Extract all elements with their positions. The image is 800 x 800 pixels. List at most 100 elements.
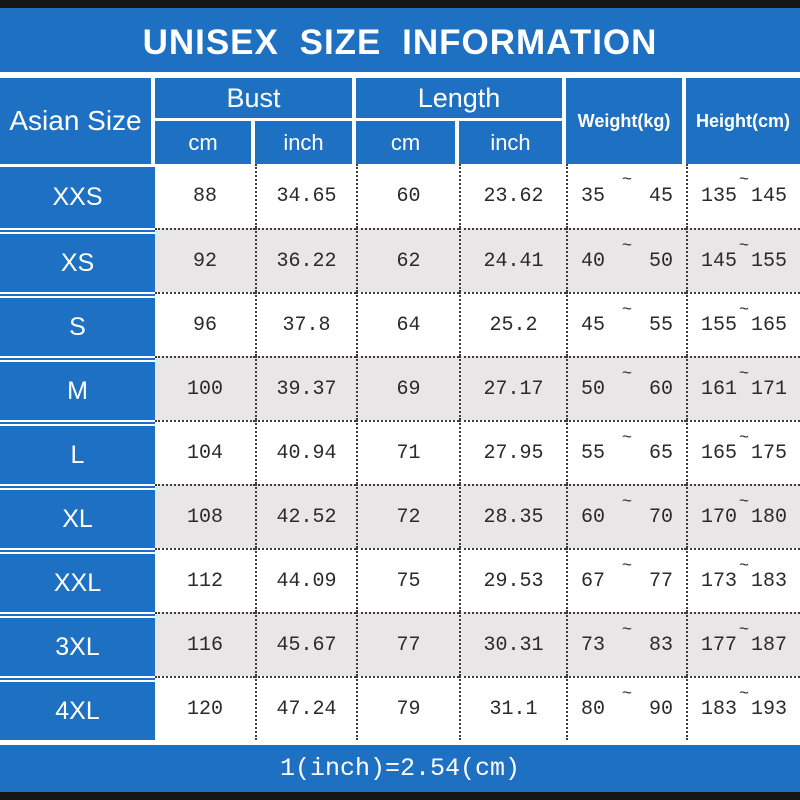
range-separator: ~ bbox=[738, 237, 750, 256]
table-body: XXS 88 34.65 60 23.62 35 ~45 135 ~145 XS 92 36.22 62… bbox=[0, 164, 800, 740]
range-min: 40 bbox=[581, 249, 606, 273]
length-inch-value: 28.35 bbox=[459, 484, 566, 548]
range-separator: ~ bbox=[621, 237, 633, 256]
range-min: 155 bbox=[701, 313, 738, 337]
column-header-height: Height(cm) bbox=[686, 78, 800, 164]
range-separator: ~ bbox=[621, 429, 633, 448]
range-separator: ~ bbox=[621, 493, 633, 512]
range-separator: ~ bbox=[621, 685, 633, 704]
bottom-border-bar bbox=[0, 792, 800, 800]
length-cm-value: 60 bbox=[356, 164, 459, 228]
weight-range: 67 ~77 bbox=[566, 548, 686, 612]
length-inch-value: 27.17 bbox=[459, 356, 566, 420]
range-max: 60 bbox=[648, 377, 673, 401]
title-band: UNISEX SIZE INFORMATION bbox=[0, 8, 800, 72]
range-max: 155 bbox=[750, 249, 787, 273]
range-max: 77 bbox=[648, 569, 673, 593]
bust-inch-value: 36.22 bbox=[255, 228, 356, 292]
bust-cm-value: 88 bbox=[155, 164, 255, 228]
range-min: 177 bbox=[701, 633, 738, 657]
table-row: XS 92 36.22 62 24.41 40 ~50 145 ~155 bbox=[0, 228, 800, 292]
length-cm-value: 75 bbox=[356, 548, 459, 612]
size-label: 4XL bbox=[0, 676, 155, 740]
range-max: 145 bbox=[750, 184, 787, 208]
height-range: 177 ~187 bbox=[686, 612, 800, 676]
range-separator: ~ bbox=[738, 429, 750, 448]
bust-inch-value: 44.09 bbox=[255, 548, 356, 612]
length-inch-value: 25.2 bbox=[459, 292, 566, 356]
range-max: 65 bbox=[648, 441, 673, 465]
subheader-length-inch: inch bbox=[459, 121, 566, 164]
length-inch-value: 27.95 bbox=[459, 420, 566, 484]
bust-cm-value: 100 bbox=[155, 356, 255, 420]
height-range: 183 ~193 bbox=[686, 676, 800, 740]
range-max: 55 bbox=[648, 313, 673, 337]
range-min: 45 bbox=[581, 313, 606, 337]
table-row: L 104 40.94 71 27.95 55 ~65 165 ~175 bbox=[0, 420, 800, 484]
range-separator: ~ bbox=[738, 621, 750, 640]
range-separator: ~ bbox=[738, 685, 750, 704]
range-separator: ~ bbox=[738, 365, 750, 384]
bust-cm-value: 96 bbox=[155, 292, 255, 356]
footer-divider bbox=[0, 740, 800, 745]
subheader-bust-cm: cm bbox=[155, 121, 255, 164]
bust-inch-value: 45.67 bbox=[255, 612, 356, 676]
range-separator: ~ bbox=[621, 301, 633, 320]
weight-range: 60 ~70 bbox=[566, 484, 686, 548]
range-max: 183 bbox=[750, 569, 787, 593]
range-min: 173 bbox=[701, 569, 738, 593]
length-cm-value: 72 bbox=[356, 484, 459, 548]
range-max: 90 bbox=[648, 697, 673, 721]
height-range: 165 ~175 bbox=[686, 420, 800, 484]
range-min: 35 bbox=[581, 184, 606, 208]
length-cm-value: 64 bbox=[356, 292, 459, 356]
subheader-bust-inch: inch bbox=[255, 121, 356, 164]
range-separator: ~ bbox=[738, 557, 750, 576]
height-range: 145 ~155 bbox=[686, 228, 800, 292]
bust-inch-value: 42.52 bbox=[255, 484, 356, 548]
range-separator: ~ bbox=[621, 171, 633, 190]
range-min: 73 bbox=[581, 633, 606, 657]
range-min: 183 bbox=[701, 697, 738, 721]
weight-range: 40 ~50 bbox=[566, 228, 686, 292]
column-header-asian-size: Asian Size bbox=[0, 78, 155, 164]
range-min: 60 bbox=[581, 505, 606, 529]
range-max: 175 bbox=[750, 441, 787, 465]
range-min: 67 bbox=[581, 569, 606, 593]
length-cm-value: 62 bbox=[356, 228, 459, 292]
bust-inch-value: 37.8 bbox=[255, 292, 356, 356]
weight-range: 35 ~45 bbox=[566, 164, 686, 228]
length-inch-value: 24.41 bbox=[459, 228, 566, 292]
range-max: 50 bbox=[648, 249, 673, 273]
title-divider bbox=[0, 72, 800, 78]
size-label: S bbox=[0, 292, 155, 356]
range-min: 161 bbox=[701, 377, 738, 401]
table-header: Asian Size Bust Length Weight(kg) Height… bbox=[0, 78, 800, 164]
range-min: 170 bbox=[701, 505, 738, 529]
range-separator: ~ bbox=[738, 171, 750, 190]
size-label: M bbox=[0, 356, 155, 420]
table-row: XXS 88 34.65 60 23.62 35 ~45 135 ~145 bbox=[0, 164, 800, 228]
length-inch-value: 23.62 bbox=[459, 164, 566, 228]
size-label: L bbox=[0, 420, 155, 484]
size-label: XS bbox=[0, 228, 155, 292]
conversion-note: 1(inch)=2.54(cm) bbox=[279, 754, 521, 783]
range-max: 70 bbox=[648, 505, 673, 529]
length-inch-value: 29.53 bbox=[459, 548, 566, 612]
range-min: 55 bbox=[581, 441, 606, 465]
height-range: 155 ~165 bbox=[686, 292, 800, 356]
height-range: 135 ~145 bbox=[686, 164, 800, 228]
height-range: 161 ~171 bbox=[686, 356, 800, 420]
range-min: 135 bbox=[701, 184, 738, 208]
bust-inch-value: 34.65 bbox=[255, 164, 356, 228]
bust-inch-value: 47.24 bbox=[255, 676, 356, 740]
weight-range: 55 ~65 bbox=[566, 420, 686, 484]
weight-range: 80 ~90 bbox=[566, 676, 686, 740]
length-cm-value: 71 bbox=[356, 420, 459, 484]
column-header-length: Length bbox=[356, 78, 566, 121]
length-cm-value: 77 bbox=[356, 612, 459, 676]
weight-range: 50 ~60 bbox=[566, 356, 686, 420]
range-separator: ~ bbox=[621, 365, 633, 384]
height-range: 170 ~180 bbox=[686, 484, 800, 548]
size-label: XXL bbox=[0, 548, 155, 612]
